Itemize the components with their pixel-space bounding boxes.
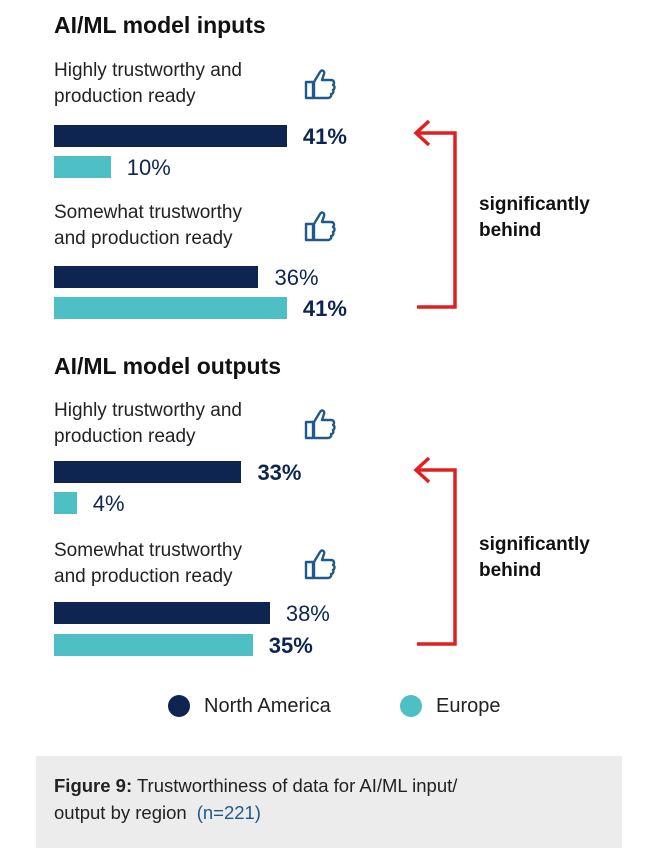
value-label-inputs-highly-north-america: 41% bbox=[302, 124, 347, 149]
value-label-inputs-somewhat-north-america: 36% bbox=[274, 265, 319, 290]
category-label-line: and production ready bbox=[54, 228, 233, 249]
value-label-outputs-somewhat-north-america: 38% bbox=[285, 601, 330, 626]
caption-text: output by region bbox=[54, 802, 187, 823]
value-label-inputs-highly-europe: 10% bbox=[126, 155, 171, 180]
sample-size: (n=221) bbox=[196, 802, 261, 823]
bar-inputs-somewhat-europe bbox=[54, 297, 287, 319]
caption-line-2: output by region (n=221) bbox=[54, 799, 604, 826]
category-label-line: Somewhat trustworthy bbox=[54, 202, 242, 223]
bracket-label-line: significantly bbox=[479, 194, 590, 215]
value-label-outputs-highly-europe: 4% bbox=[92, 491, 125, 516]
bracket-label-outputs: significantly behind bbox=[479, 532, 590, 584]
bar-outputs-highly-europe bbox=[54, 492, 77, 514]
legend-label-north-america: North America bbox=[204, 695, 331, 717]
bar-outputs-somewhat-europe bbox=[54, 634, 253, 656]
bar-inputs-highly-europe bbox=[54, 156, 111, 178]
legend-swatch-north-america bbox=[168, 695, 190, 717]
value-label-outputs-highly-north-america: 33% bbox=[257, 460, 302, 485]
value-label-inputs-somewhat-europe: 41% bbox=[302, 296, 347, 321]
thumbs-up-icon bbox=[304, 549, 336, 580]
legend-label-europe: Europe bbox=[436, 695, 501, 717]
bar-outputs-highly-north-america bbox=[54, 461, 242, 483]
inputs-section-title: AI/ML model inputs bbox=[54, 12, 266, 38]
bar-inputs-highly-north-america bbox=[54, 125, 287, 147]
value-label-outputs-somewhat-europe: 35% bbox=[268, 633, 313, 658]
thumbs-up-icon bbox=[304, 409, 336, 440]
bracket-outputs bbox=[413, 456, 457, 646]
thumbs-up-icon bbox=[304, 211, 336, 242]
thumbs-up-icon bbox=[304, 69, 336, 100]
category-label-line: and production ready bbox=[54, 566, 233, 587]
category-label-line: production ready bbox=[54, 86, 196, 107]
category-label-line: Somewhat trustworthy bbox=[54, 540, 242, 561]
legend-swatch-europe bbox=[400, 695, 422, 717]
category-label-line: Highly trustworthy and bbox=[54, 60, 242, 81]
bracket-label-line: significantly bbox=[479, 534, 590, 555]
category-label-inputs-highly: Highly trustworthy and production ready bbox=[54, 58, 299, 110]
caption-box bbox=[36, 756, 622, 848]
bracket-label-line: behind bbox=[479, 560, 542, 581]
category-label-inputs-somewhat: Somewhat trustworthy and production read… bbox=[54, 200, 299, 252]
figure-caption: Figure 9: Trustworthiness of data for AI… bbox=[54, 772, 604, 826]
category-label-line: production ready bbox=[54, 426, 196, 447]
outputs-section-title: AI/ML model outputs bbox=[54, 353, 282, 379]
bracket-inputs bbox=[413, 119, 457, 309]
category-label-outputs-highly: Highly trustworthy and production ready bbox=[54, 398, 299, 450]
caption-line-1: Figure 9: Trustworthiness of data for AI… bbox=[54, 772, 604, 799]
bracket-label-inputs: significantly behind bbox=[479, 192, 590, 244]
bracket-label-line: behind bbox=[479, 220, 542, 241]
bar-inputs-somewhat-north-america bbox=[54, 266, 259, 288]
category-label-outputs-somewhat: Somewhat trustworthy and production read… bbox=[54, 538, 299, 590]
bar-outputs-somewhat-north-america bbox=[54, 602, 270, 624]
caption-text: Trustworthiness of data for AI/ML input/ bbox=[136, 775, 458, 796]
figure-number: Figure 9: bbox=[54, 775, 133, 796]
category-label-line: Highly trustworthy and bbox=[54, 400, 242, 421]
